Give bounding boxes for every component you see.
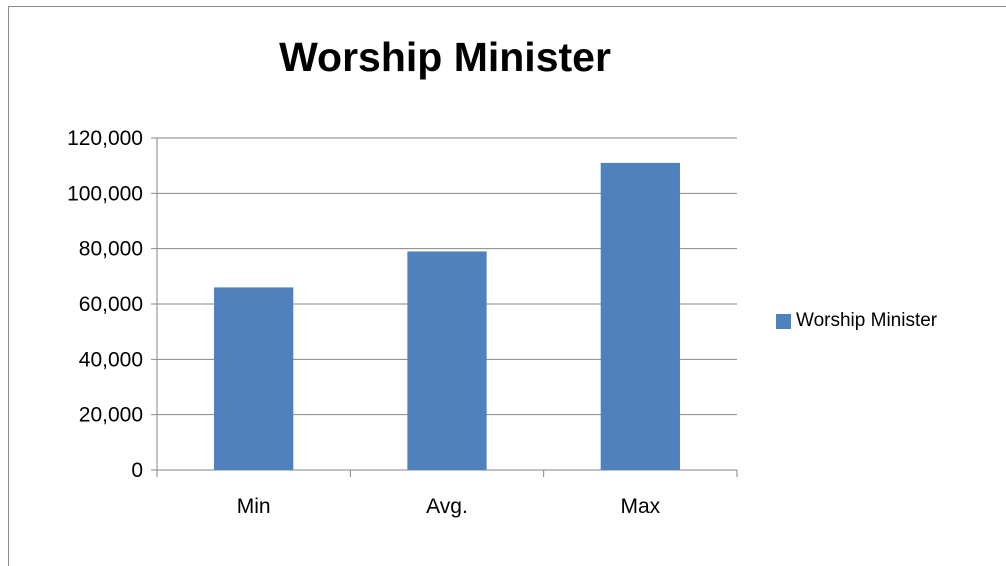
chart-title: Worship Minister bbox=[279, 34, 611, 80]
bar bbox=[600, 162, 680, 470]
legend: Worship Minister bbox=[776, 310, 937, 332]
y-tick-label: 20,000 bbox=[79, 404, 143, 427]
x-tick-label: Max bbox=[620, 495, 660, 518]
bar bbox=[407, 251, 487, 470]
legend-label: Worship Minister bbox=[796, 310, 938, 331]
bar bbox=[214, 287, 294, 470]
y-tick-label: 100,000 bbox=[67, 182, 143, 205]
x-tick-label: Min bbox=[237, 495, 271, 518]
x-tick-label: Avg. bbox=[426, 495, 468, 518]
y-tick-label: 60,000 bbox=[79, 293, 143, 316]
chart-frame bbox=[8, 6, 1006, 566]
y-tick-label: 80,000 bbox=[79, 238, 143, 261]
y-tick-label: 0 bbox=[131, 459, 143, 482]
legend-swatch bbox=[776, 313, 791, 329]
y-tick-label: 120,000 bbox=[67, 127, 143, 150]
y-tick-label: 40,000 bbox=[79, 348, 143, 371]
